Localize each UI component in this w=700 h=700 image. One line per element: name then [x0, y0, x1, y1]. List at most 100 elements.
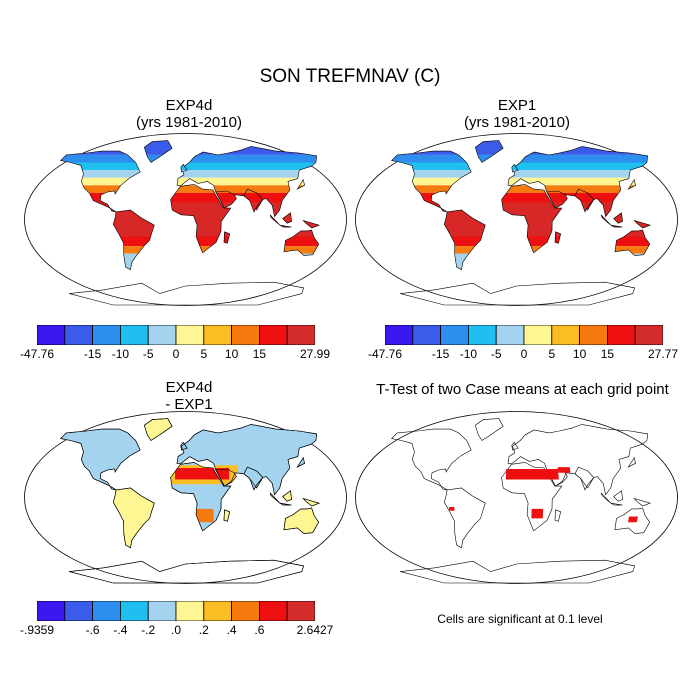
- colorbar-tick-label: 5: [200, 347, 208, 361]
- colorbar-swatch: [551, 325, 581, 345]
- coastline: [600, 492, 612, 504]
- land-group: [59, 140, 321, 306]
- coastline: [296, 456, 305, 468]
- colorbar-tick-label: .2: [198, 623, 209, 637]
- temperature-band: [511, 164, 519, 171]
- coastline: [269, 492, 281, 504]
- colorbar-exp4d: [37, 325, 315, 345]
- coastline: [112, 487, 155, 549]
- coastline: [474, 140, 504, 163]
- coastline: [282, 490, 292, 502]
- temperature-band: [113, 246, 155, 254]
- colorbar-tick-label: -15: [83, 347, 102, 361]
- panel-title-ttest: T-Test of two Case means at each grid po…: [350, 381, 695, 398]
- colorbar-swatch: [579, 325, 608, 345]
- colorbar-swatch: [606, 325, 636, 345]
- colorbar-swatch: [37, 601, 66, 621]
- temperature-band: [177, 170, 317, 178]
- significant-cell: [449, 507, 455, 511]
- colorbar-tick-label: -5: [490, 347, 502, 361]
- coastline: [633, 219, 652, 229]
- tropical-core: [283, 230, 319, 237]
- temperature-band: [224, 231, 230, 244]
- coastline: [613, 212, 623, 224]
- tropical-core: [574, 202, 594, 212]
- temperature-band: [614, 246, 650, 254]
- colorbar-swatch: [64, 601, 93, 621]
- temperature-band: [444, 246, 486, 254]
- tropical-core: [546, 202, 568, 209]
- coastline: [170, 184, 232, 254]
- coastline: [390, 150, 472, 213]
- colorbar-tick-label: -5: [142, 347, 154, 361]
- coastline: [614, 507, 651, 534]
- map-ttest: [355, 411, 678, 584]
- temperature-band: [60, 185, 141, 193]
- coastline: [59, 150, 141, 213]
- colorbar-tick-label: -.6: [85, 623, 100, 637]
- anomaly-hot: [175, 468, 230, 480]
- colorbar-swatch: [258, 325, 288, 345]
- coastline: [546, 190, 568, 209]
- temperature-band: [508, 146, 648, 155]
- colorbar-swatch: [203, 325, 233, 345]
- temperature-band: [391, 177, 472, 186]
- colorbar-tick-label: 27.77: [647, 347, 679, 361]
- coastline: [554, 231, 562, 244]
- colorbar-tick-label: 15: [252, 347, 267, 361]
- panel-title-line1: EXP1: [497, 97, 537, 114]
- temperature-band: [60, 177, 141, 186]
- colorbar-swatch: [120, 601, 149, 621]
- globe-outline: [355, 411, 678, 584]
- tropical-core: [282, 212, 292, 224]
- colorbar-swatch: [92, 325, 121, 345]
- panel-title-line2: (yrs 1981-2010): [136, 114, 242, 131]
- panel-title-diff: EXP4d - EXP1: [24, 379, 354, 413]
- coastline: [554, 509, 562, 522]
- colorbar-swatch: [175, 601, 205, 621]
- colorbar-swatch: [440, 325, 469, 345]
- colorbar-tick-label: -10: [111, 347, 130, 361]
- colorbar-tick-label: .6: [254, 623, 265, 637]
- coastline: [443, 209, 486, 271]
- coastline: [223, 509, 231, 522]
- colorbar-tick-label: -47.76: [367, 347, 403, 361]
- colorbar-exp1: [385, 325, 663, 345]
- panel-title-exp1: EXP1 (yrs 1981-2010): [352, 97, 682, 131]
- colorbar-tick-label: 10: [224, 347, 239, 361]
- temperature-band: [508, 162, 648, 171]
- colorbar-swatch: [385, 325, 414, 345]
- colorbar-tick-label: 15: [600, 347, 615, 361]
- coastline: [180, 163, 188, 173]
- colorbar-swatch: [468, 325, 497, 345]
- colorbar-tick-label: 10: [572, 347, 587, 361]
- tropical-core: [634, 220, 651, 228]
- land-group: [390, 418, 652, 584]
- coastline: [180, 441, 188, 451]
- coastline: [501, 184, 563, 254]
- coastline: [574, 188, 595, 213]
- coastline: [614, 229, 651, 256]
- colorbar-swatch: [175, 325, 205, 345]
- temperature-band: [177, 154, 317, 163]
- colorbar-tick-label: 0: [172, 347, 180, 361]
- temperature-band: [391, 170, 472, 178]
- coastline: [511, 163, 519, 173]
- figure-title: SON TREFMNAV (C): [259, 66, 441, 87]
- coastline: [279, 224, 292, 228]
- coastline: [283, 507, 320, 534]
- temperature-band: [60, 170, 141, 178]
- coastline: [296, 178, 305, 190]
- coastline: [474, 418, 504, 441]
- map-exp1: [355, 133, 678, 306]
- temperature-band: [180, 164, 188, 171]
- map-exp4d: [24, 133, 347, 306]
- temperature-band: [60, 154, 141, 163]
- coastline: [215, 468, 237, 487]
- coastline: [400, 281, 636, 306]
- coastline: [302, 497, 321, 507]
- temperature-band: [144, 140, 173, 155]
- coastline: [390, 428, 472, 491]
- tropical-core: [613, 212, 623, 224]
- temperature-band: [170, 185, 231, 193]
